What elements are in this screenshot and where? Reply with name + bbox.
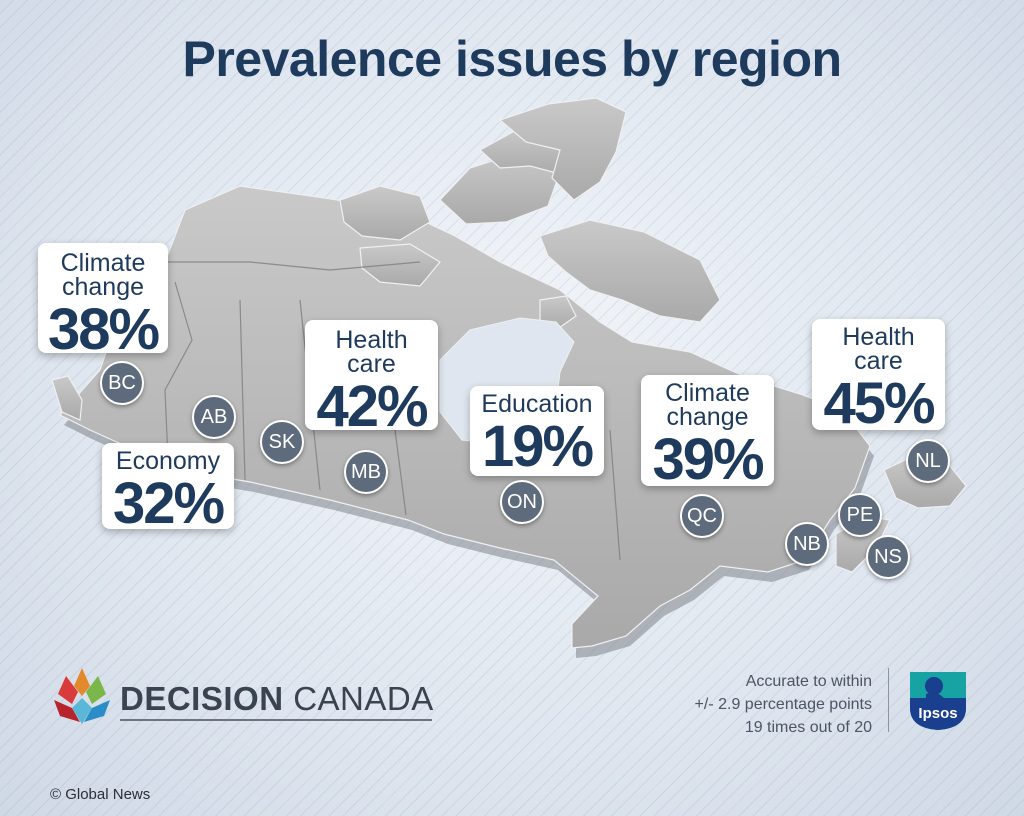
province-badge-mb: MB [344,450,388,494]
province-badge-sk: SK [260,420,304,464]
province-badge-nb: NB [785,522,829,566]
border-territories [165,261,421,271]
callout-bc-issue: Climate change [60,249,146,301]
callout-nl: Health care 45% [812,319,945,436]
callout-bc-percent: 38% [47,297,160,362]
callout-nl-percent: 45% [823,371,935,436]
province-badge-qc: QC [680,494,724,538]
border-mb-on [394,429,407,516]
callout-ab-issue: Economy [115,447,221,475]
callout-on: Education 19% [470,386,604,476]
province-badge-on: ON [500,480,544,524]
accuracy-line-3: 19 times out of 20 [744,719,872,736]
province-badge-nl: NL [906,439,950,483]
brand-text-bold: DECISION [120,680,284,717]
credit-text: © Global News [50,786,151,803]
callout-mb-percent: 42% [316,374,428,439]
callout-bc: Climate change 38% [38,243,168,359]
border-on-qc [609,429,621,561]
brand-text: DECISION CANADA [120,680,434,718]
brand-text-light: CANADA [283,680,434,717]
province-badge-bc: BC [100,361,144,405]
arctic-island-2 [359,243,441,287]
callout-ab-percent: 32% [112,471,225,536]
callout-qc: Climate change 39% [641,375,774,492]
province-badge-ns: NS [866,535,910,579]
ellesmere-island [498,97,627,201]
border-ab-sk [239,299,246,481]
ipsos-shield-icon [910,672,966,730]
province-badge-ab: AB [192,395,236,439]
accuracy-note: Accurate to within +/- 2.9 percentage po… [620,670,872,739]
accuracy-line-1: Accurate to within [745,673,872,690]
vancouver-island [51,375,83,421]
brand-underline [120,719,432,721]
callout-qc-issue: Climate change [665,379,750,431]
baffin-island [539,219,721,323]
callout-nl-issue: Health care [842,323,915,375]
border-bc-ab [164,281,193,461]
accuracy-line-2: +/- 2.9 percentage points [694,696,872,713]
arctic-island-1 [339,185,431,241]
decision-canada-logo: DECISION CANADA [50,662,440,732]
province-badge-pe: PE [838,493,882,537]
ipsos-logo: Ipsos [906,668,970,732]
page-title: Prevalence issues by region [182,31,842,87]
maple-leaf-icon [54,668,110,724]
arctic-island-3 [439,151,561,225]
callout-mb-issue: Health care [335,326,408,378]
footer-divider [888,668,889,732]
callout-on-issue: Education [481,390,593,418]
callout-ab: Economy 32% [102,443,234,533]
callout-on-percent: 19% [481,414,594,479]
callout-qc-percent: 39% [652,427,764,492]
ipsos-label: Ipsos [918,705,958,722]
callout-mb: Health care 42% [305,320,438,436]
